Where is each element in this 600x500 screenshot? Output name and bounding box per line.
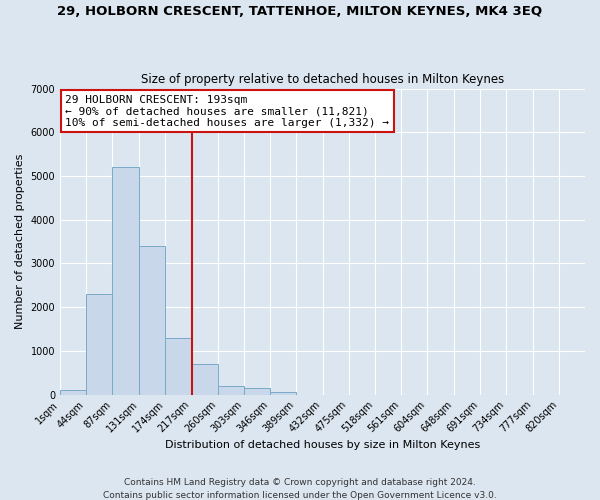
Bar: [218, 386, 244, 394]
Y-axis label: Number of detached properties: Number of detached properties: [15, 154, 25, 330]
X-axis label: Distribution of detached houses by size in Milton Keynes: Distribution of detached houses by size …: [165, 440, 480, 450]
Title: Size of property relative to detached houses in Milton Keynes: Size of property relative to detached ho…: [141, 73, 504, 86]
Bar: [60, 390, 86, 394]
Bar: [270, 392, 296, 394]
Text: 29, HOLBORN CRESCENT, TATTENHOE, MILTON KEYNES, MK4 3EQ: 29, HOLBORN CRESCENT, TATTENHOE, MILTON …: [58, 5, 542, 18]
Bar: [191, 364, 218, 394]
Bar: [244, 388, 270, 394]
Bar: [112, 167, 139, 394]
Text: 29 HOLBORN CRESCENT: 193sqm
← 90% of detached houses are smaller (11,821)
10% of: 29 HOLBORN CRESCENT: 193sqm ← 90% of det…: [65, 94, 389, 128]
Bar: [139, 246, 166, 394]
Bar: [166, 338, 191, 394]
Text: Contains HM Land Registry data © Crown copyright and database right 2024.
Contai: Contains HM Land Registry data © Crown c…: [103, 478, 497, 500]
Bar: [86, 294, 112, 394]
